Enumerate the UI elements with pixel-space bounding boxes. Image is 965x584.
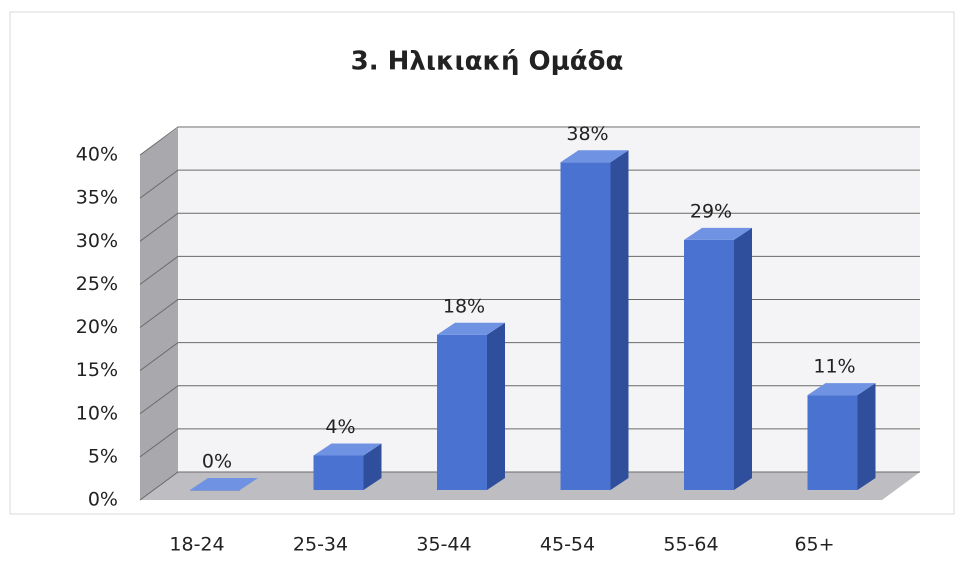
- bar-top: [437, 322, 505, 335]
- floor: [140, 472, 920, 500]
- bar-top: [807, 383, 876, 396]
- grid-line: [139, 255, 920, 285]
- chart-title: 3. Ηλικιακή Ομάδα: [351, 47, 624, 77]
- grid-line: [139, 299, 920, 328]
- grid-line: [139, 342, 920, 372]
- x-tick-label: 55-64: [663, 534, 718, 556]
- x-tick-label: 65+: [794, 534, 834, 556]
- y-tick-label: 5%: [88, 445, 118, 467]
- value-label: 11%: [813, 356, 855, 378]
- bar-top: [684, 227, 752, 240]
- bar-side: [363, 443, 382, 490]
- grid-line: [139, 385, 920, 415]
- grid-line: [139, 428, 920, 458]
- y-tick-label: 30%: [76, 230, 118, 252]
- y-tick-label: 25%: [76, 273, 118, 295]
- y-tick-label: 0%: [88, 489, 118, 511]
- bar: [313, 455, 364, 490]
- y-tick-label: 10%: [76, 402, 118, 424]
- y-tick-label: 35%: [76, 187, 118, 209]
- x-tick-label: 18-24: [169, 534, 224, 556]
- bar: [560, 162, 611, 490]
- bar: [807, 395, 858, 490]
- value-label: 4%: [325, 416, 355, 438]
- value-label: 29%: [690, 200, 732, 222]
- bar-side: [857, 383, 876, 490]
- bar-top: [190, 478, 258, 490]
- grid-line: [139, 471, 920, 501]
- grid-line: [139, 169, 920, 199]
- bar-top: [560, 150, 629, 163]
- value-label: 18%: [443, 295, 485, 317]
- x-tick-label: 35-44: [416, 534, 471, 556]
- x-tick-label: 25-34: [293, 534, 348, 556]
- bar: [684, 239, 734, 490]
- bar: [437, 334, 487, 490]
- bar-side: [734, 227, 752, 490]
- value-label: 38%: [566, 123, 608, 145]
- x-tick-label: 45-54: [540, 534, 595, 556]
- y-tick-label: 15%: [76, 359, 118, 381]
- y-tick-label: 40%: [76, 144, 118, 166]
- y-tick-label: 20%: [76, 316, 118, 338]
- bar: [190, 490, 240, 491]
- value-label: 0%: [202, 451, 232, 473]
- grid-line: [139, 212, 920, 242]
- grid-line: [139, 126, 920, 156]
- bar-top: [313, 443, 382, 456]
- bar-side: [487, 322, 505, 490]
- bar-side: [610, 150, 629, 490]
